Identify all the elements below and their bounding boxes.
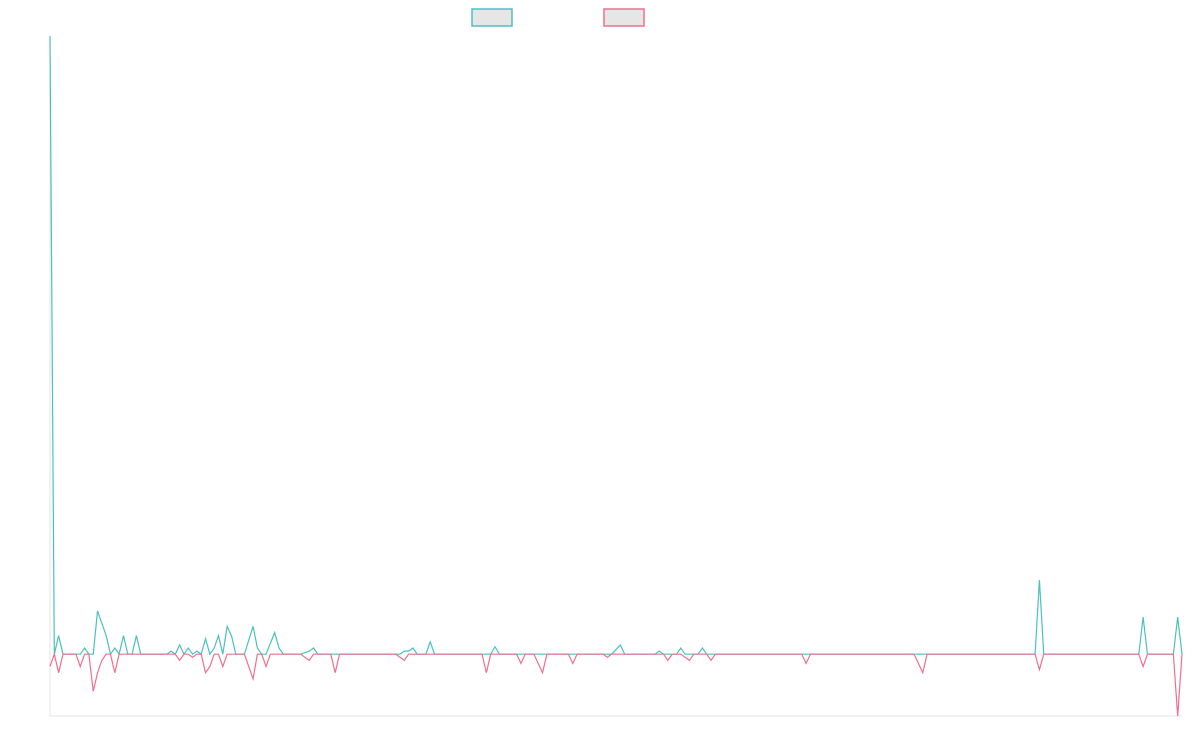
axes <box>49 36 1182 717</box>
series-group <box>49 35 1183 717</box>
legend-swatch-1[interactable] <box>471 8 513 27</box>
series-line-2 <box>49 652 1183 717</box>
legend <box>471 8 645 27</box>
series-line-1 <box>49 35 1183 656</box>
legend-swatch-2[interactable] <box>603 8 645 27</box>
